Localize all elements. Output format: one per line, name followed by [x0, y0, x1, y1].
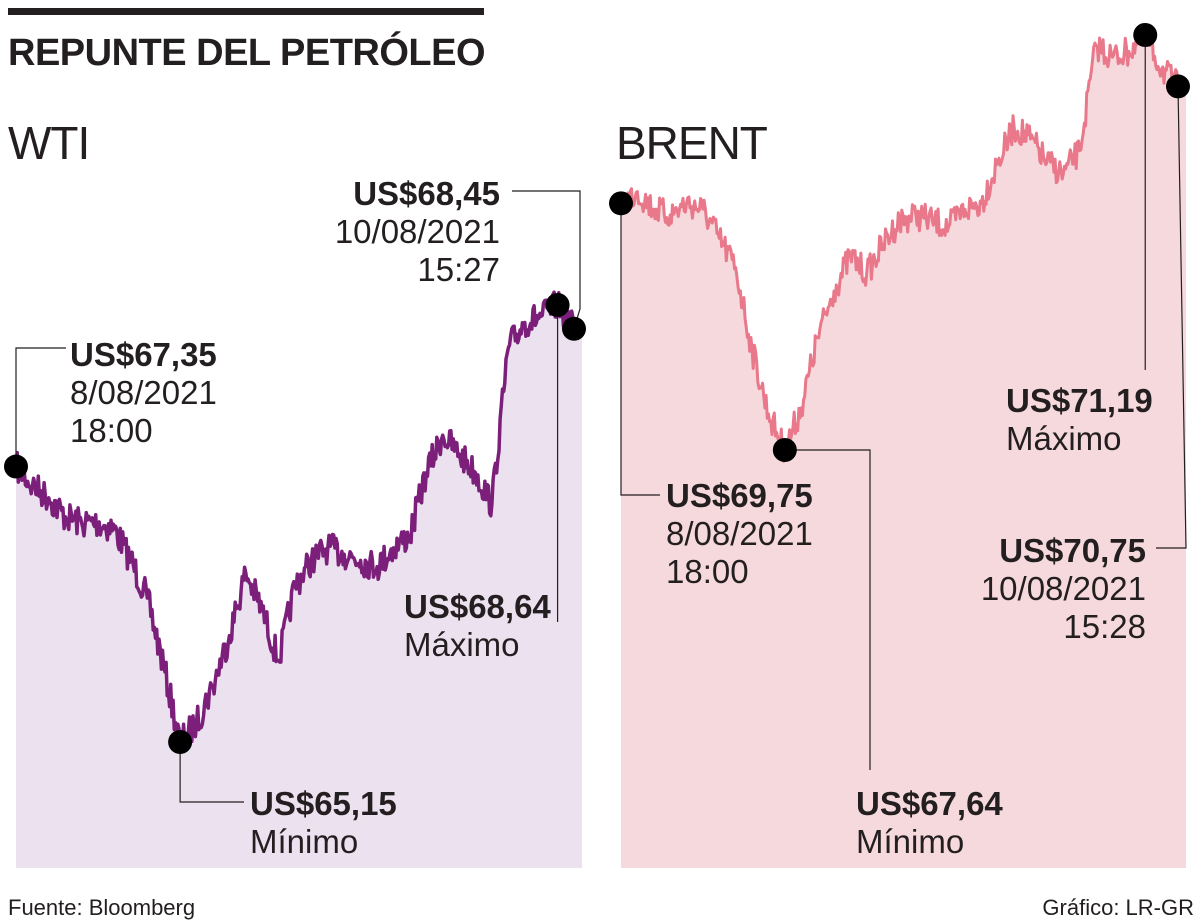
time-label: 18:00	[70, 412, 153, 449]
value-label: US$67,64	[856, 785, 1003, 822]
date-label: 10/08/2021	[981, 570, 1146, 607]
leader-line	[1156, 86, 1187, 549]
value-label: US$67,35	[70, 336, 217, 373]
source-note: Fuente: Bloomberg	[8, 895, 196, 920]
price-line-wti	[14, 290, 576, 747]
data-point-marker	[545, 293, 570, 317]
brent-chart	[619, 23, 1186, 868]
leader-line	[15, 347, 66, 467]
caption-label: Mínimo	[856, 823, 964, 860]
value-label: US$69,75	[666, 477, 813, 514]
wti-name: WTI	[8, 117, 90, 169]
leader-line	[620, 203, 660, 496]
value-label: US$65,15	[250, 785, 397, 822]
time-label: 15:28	[1063, 608, 1146, 645]
data-point-marker	[772, 438, 797, 462]
area-fill-wti	[16, 292, 582, 868]
chart-title: REPUNTE DEL PETRÓLEO	[8, 32, 486, 74]
time-label: 18:00	[666, 553, 749, 590]
date-label: 8/08/2021	[666, 515, 813, 552]
title-rule	[8, 8, 484, 15]
data-point-marker	[609, 191, 633, 216]
leader-line	[784, 449, 871, 770]
price-line-brent	[619, 23, 1180, 463]
data-point-marker	[4, 454, 28, 479]
data-point-marker	[168, 730, 193, 754]
data-point-marker	[1166, 74, 1190, 99]
data-point-marker	[1133, 23, 1158, 47]
date-label: 10/08/2021	[335, 213, 500, 250]
caption-label: Máximo	[1006, 420, 1122, 457]
wti-chart	[14, 290, 582, 868]
value-label: US$68,64	[404, 588, 551, 625]
annotation-labels: US$67,358/08/202118:00US$65,15MínimoUS$6…	[4, 23, 1190, 860]
value-label: US$70,75	[999, 532, 1146, 569]
leader-line	[179, 742, 244, 803]
value-label: US$71,19	[1006, 382, 1153, 419]
brent-name: BRENT	[616, 117, 768, 169]
caption-label: Máximo	[404, 626, 520, 663]
time-label: 15:27	[417, 251, 500, 288]
value-label: US$68,45	[353, 175, 500, 212]
area-fill-brent	[621, 25, 1186, 868]
caption-label: Mínimo	[250, 823, 358, 860]
date-label: 8/08/2021	[70, 374, 217, 411]
credit-note: Gráfico: LR-GR	[1042, 895, 1194, 920]
data-point-marker	[562, 316, 586, 341]
